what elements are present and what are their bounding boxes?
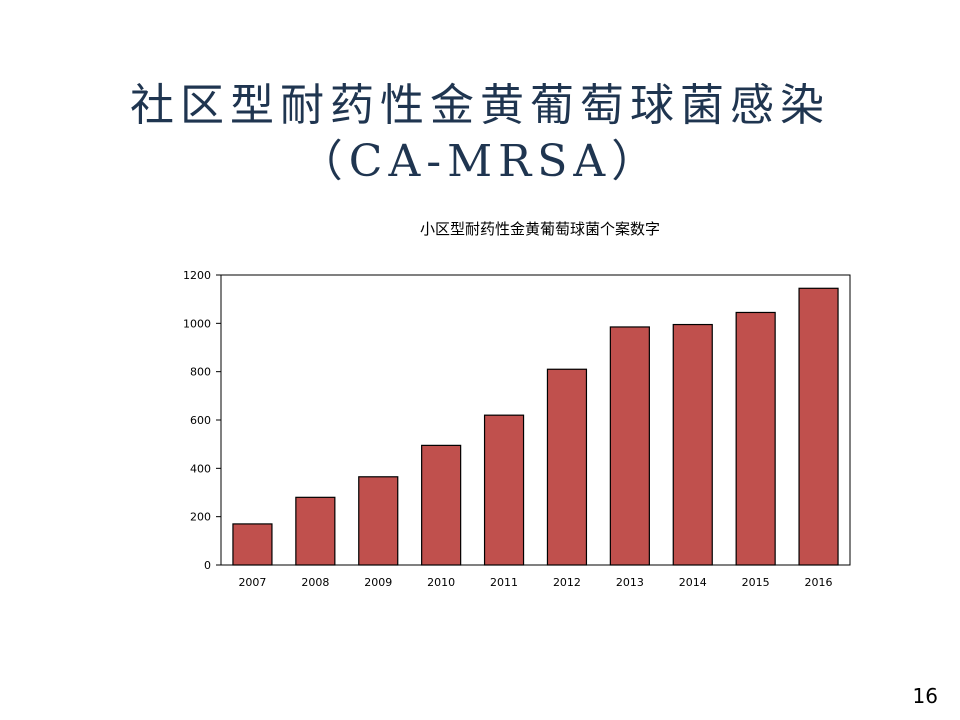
bar-2011 [483,414,525,566]
x-tick-label: 2010 [427,576,455,589]
x-axis-ticks: 2007 2008 2009 2010 2011 2012 2013 2014 2015 2016 [238,576,832,589]
plot-area-frame [220,274,851,566]
bar-2010 [421,444,462,566]
bar-2009 [358,476,399,566]
chart-title: 小区型耐药性金黄葡萄球菌个案数字 [420,220,660,238]
bars [232,287,839,566]
bar-2012 [546,368,588,566]
bar-2013 [609,326,650,566]
x-tick-label: 2012 [553,576,581,589]
x-tick-label: 2009 [364,576,392,589]
bar-2008 [295,496,336,566]
y-tick-label: 1000 [183,317,211,330]
y-tick-label: 1200 [183,269,211,282]
slide-title-line-1: 社区型耐药性金黄葡萄球菌感染 [130,80,830,131]
y-tick-label: 0 [204,559,211,572]
slide-title-line-2: （CA-MRSA） [298,136,662,187]
bar-2014 [672,323,713,566]
y-tick-label: 600 [190,414,211,427]
slide-title: 社区型耐药性金黄葡萄球菌感染 （CA-MRSA） [60,78,900,190]
x-tick-label: 2013 [616,576,644,589]
x-tick-label: 2015 [742,576,770,589]
y-tick-label: 800 [190,366,211,379]
page-number: 16 [912,684,938,708]
bar-2016 [798,287,839,566]
x-tick-label: 2014 [679,576,707,589]
x-tick-label: 2008 [301,576,329,589]
x-tick-label: 2011 [490,576,518,589]
x-tick-label: 2016 [805,576,833,589]
y-axis-ticks: 0 200 400 600 800 1000 1200 [183,269,221,572]
bar-2007 [232,523,273,566]
bar-chart: 小区型耐药性金黄葡萄球菌个案数字 0 200 400 600 800 1000 1200 2… [183,220,851,589]
y-tick-label: 400 [190,462,211,475]
bar-2015 [735,311,776,566]
x-tick-label: 2007 [238,576,266,589]
y-tick-label: 200 [190,511,211,524]
